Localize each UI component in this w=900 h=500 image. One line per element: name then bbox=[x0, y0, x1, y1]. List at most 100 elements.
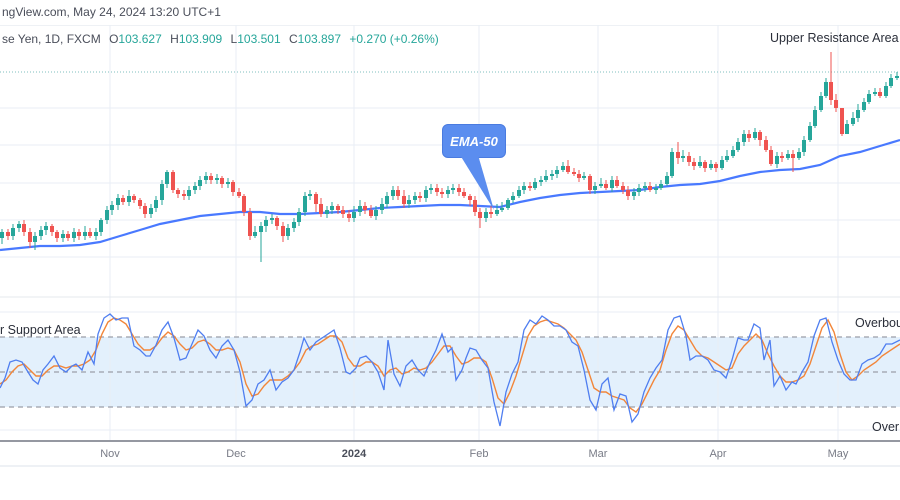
candle-body bbox=[451, 188, 455, 190]
candle-body bbox=[435, 188, 439, 192]
time-axis[interactable]: Nov Dec 2024 Feb Mar Apr May bbox=[0, 440, 900, 467]
symbol-label: se Yen, 1D, FXCM bbox=[2, 32, 101, 46]
candle-body bbox=[116, 198, 120, 205]
candle-body bbox=[687, 156, 691, 162]
candle-body bbox=[121, 198, 125, 202]
candle-body bbox=[314, 194, 318, 204]
candle-body bbox=[845, 124, 849, 134]
candle-body bbox=[495, 210, 499, 214]
candle-body bbox=[374, 210, 378, 216]
candle-body bbox=[413, 196, 417, 200]
time-axis-label: Feb bbox=[469, 448, 489, 460]
candle-body bbox=[457, 188, 461, 192]
candle-body bbox=[462, 192, 466, 196]
candle-body bbox=[692, 162, 696, 166]
candle-body bbox=[281, 226, 285, 236]
candle-body bbox=[539, 180, 543, 182]
candle-body bbox=[429, 188, 433, 190]
candle-body bbox=[775, 156, 779, 164]
candle-body bbox=[884, 86, 888, 96]
upper-resistance-label: Upper Resistance Area bbox=[770, 31, 899, 45]
time-axis-label: Nov bbox=[100, 448, 120, 460]
candle-body bbox=[637, 188, 641, 192]
candle-body bbox=[385, 196, 389, 204]
candle-body bbox=[99, 220, 103, 232]
candle-body bbox=[533, 182, 537, 188]
candle-body bbox=[220, 178, 224, 184]
candle-body bbox=[407, 200, 411, 204]
candle-body bbox=[544, 176, 548, 180]
candle-body bbox=[22, 224, 26, 232]
candle-body bbox=[873, 92, 877, 94]
candle-body bbox=[187, 190, 191, 196]
price-chart[interactable] bbox=[0, 25, 900, 440]
candle-body bbox=[851, 118, 855, 124]
candle-body bbox=[198, 180, 202, 186]
candle-body bbox=[396, 190, 400, 196]
candle-body bbox=[11, 228, 15, 236]
candle-body bbox=[895, 76, 899, 78]
close-value: 103.897 bbox=[297, 32, 342, 46]
stoch-d-line bbox=[0, 317, 900, 413]
candle-body bbox=[253, 232, 257, 236]
candle-body bbox=[209, 176, 213, 180]
candle-body bbox=[621, 186, 625, 190]
candle-body bbox=[632, 192, 636, 196]
candle-body bbox=[28, 232, 32, 242]
candle-body bbox=[582, 176, 586, 178]
candle-body bbox=[242, 196, 246, 212]
candle-body bbox=[226, 182, 230, 184]
candle-body bbox=[797, 152, 801, 158]
candle-body bbox=[77, 232, 81, 236]
time-axis-label: May bbox=[827, 448, 849, 460]
candle-body bbox=[132, 196, 136, 200]
candle-body bbox=[72, 232, 76, 238]
candle-body bbox=[599, 184, 603, 186]
candle-body bbox=[264, 220, 268, 226]
time-axis-label: Mar bbox=[588, 448, 608, 460]
candle-body bbox=[330, 206, 334, 210]
candle-body bbox=[604, 184, 608, 188]
candle-body bbox=[473, 200, 477, 212]
candle-body bbox=[341, 210, 345, 214]
candle-body bbox=[698, 162, 702, 166]
candle-body bbox=[275, 218, 279, 226]
candle-body bbox=[468, 196, 472, 200]
candle-body bbox=[670, 152, 674, 176]
candle-body bbox=[511, 196, 515, 200]
candle-body bbox=[286, 228, 290, 236]
candle-body bbox=[566, 166, 570, 172]
candle-body bbox=[643, 186, 647, 188]
candle-body bbox=[610, 180, 614, 188]
candle-body bbox=[105, 210, 109, 220]
candle-body bbox=[215, 178, 219, 180]
candle-body bbox=[363, 206, 367, 210]
candle-body bbox=[391, 190, 395, 196]
candle-body bbox=[681, 156, 685, 158]
candle-body bbox=[17, 224, 21, 228]
candle-body bbox=[862, 102, 866, 110]
candle-body bbox=[66, 234, 70, 238]
candle-body bbox=[731, 150, 735, 156]
candle-body bbox=[813, 110, 817, 126]
candle-body bbox=[819, 96, 823, 110]
candle-body bbox=[160, 184, 164, 200]
candle-body bbox=[829, 82, 833, 100]
low-value: 103.501 bbox=[237, 32, 281, 46]
candle-body bbox=[193, 186, 197, 190]
candle-body bbox=[402, 196, 406, 204]
candle-body bbox=[878, 92, 882, 96]
candle-body bbox=[780, 156, 784, 158]
candle-body bbox=[83, 232, 87, 236]
candle-body bbox=[654, 188, 658, 190]
candle-body bbox=[769, 150, 773, 164]
candle-body bbox=[489, 212, 493, 214]
candle-body bbox=[154, 200, 158, 208]
candle-body bbox=[143, 206, 147, 214]
candle-body bbox=[319, 204, 323, 214]
candle-body bbox=[424, 190, 428, 198]
candle-body bbox=[88, 232, 92, 236]
callout-label: EMA-50 bbox=[450, 133, 498, 149]
candle-body bbox=[149, 208, 153, 214]
candle-body bbox=[626, 190, 630, 196]
